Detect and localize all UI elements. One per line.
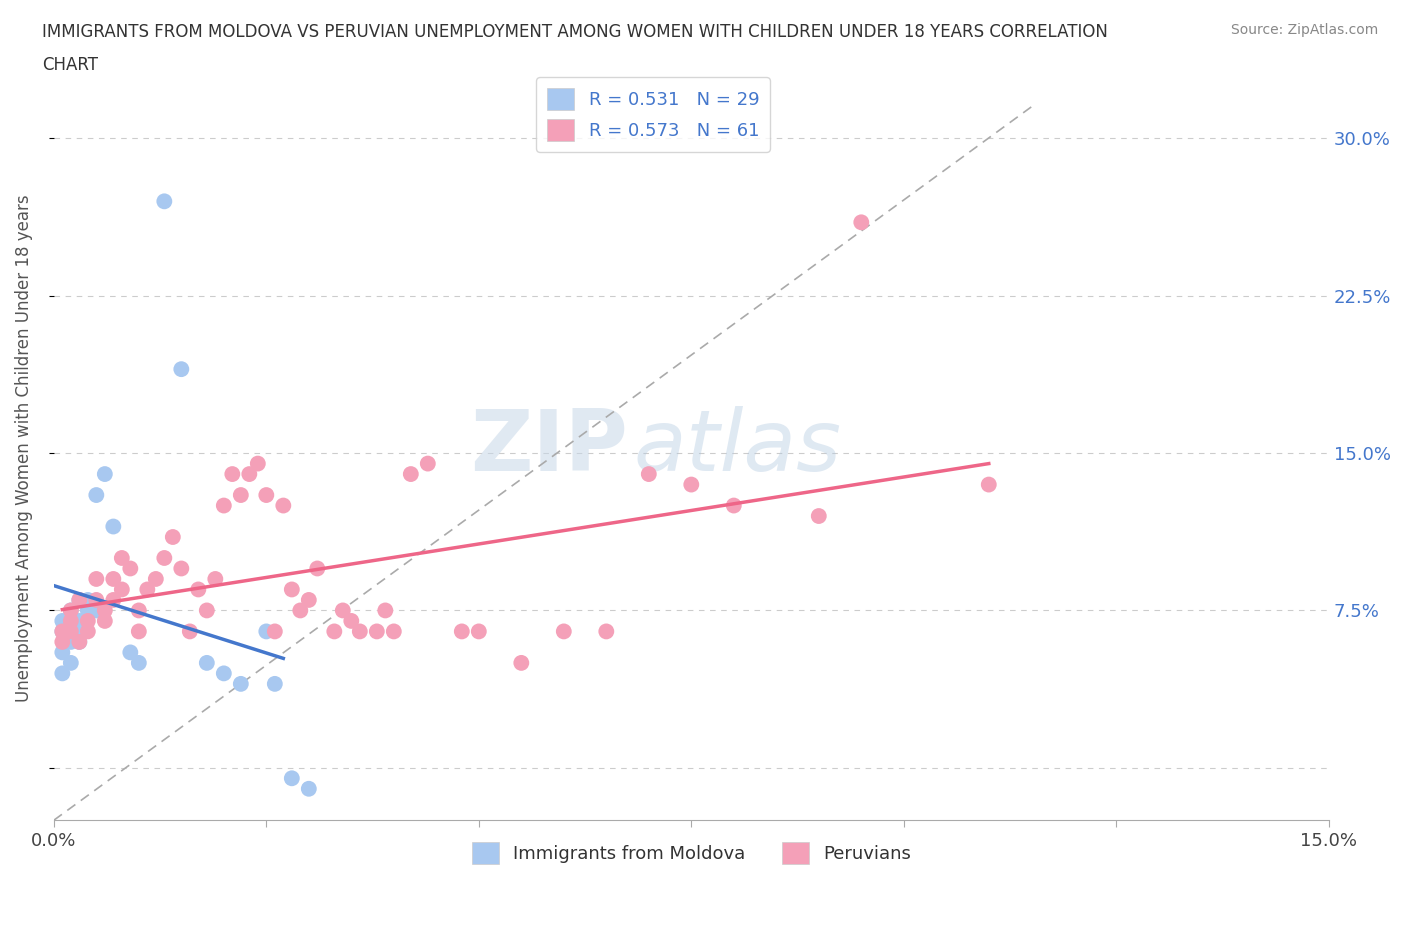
Point bbox=[51, 634, 73, 649]
Point bbox=[59, 603, 82, 618]
Point bbox=[263, 676, 285, 691]
Point bbox=[977, 477, 1000, 492]
Point bbox=[59, 634, 82, 649]
Point bbox=[86, 603, 108, 618]
Point bbox=[323, 624, 346, 639]
Point bbox=[229, 676, 252, 691]
Point bbox=[59, 624, 82, 639]
Point bbox=[510, 656, 533, 671]
Point bbox=[254, 624, 277, 639]
Point bbox=[349, 624, 371, 639]
Point bbox=[290, 603, 312, 618]
Point bbox=[273, 498, 295, 513]
Point bbox=[238, 467, 260, 482]
Point bbox=[553, 624, 575, 639]
Point bbox=[103, 572, 125, 587]
Text: atlas: atlas bbox=[634, 406, 842, 489]
Point bbox=[59, 656, 82, 671]
Point bbox=[67, 592, 90, 607]
Point bbox=[111, 582, 134, 597]
Point bbox=[128, 656, 150, 671]
Point bbox=[307, 561, 329, 576]
Point bbox=[195, 603, 218, 618]
Point bbox=[254, 487, 277, 502]
Point bbox=[399, 467, 422, 482]
Point bbox=[94, 614, 117, 629]
Point bbox=[637, 467, 659, 482]
Point bbox=[145, 572, 167, 587]
Y-axis label: Unemployment Among Women with Children Under 18 years: Unemployment Among Women with Children U… bbox=[15, 194, 32, 701]
Point bbox=[51, 614, 73, 629]
Point bbox=[120, 645, 142, 660]
Point bbox=[366, 624, 388, 639]
Point bbox=[136, 582, 159, 597]
Point bbox=[221, 467, 243, 482]
Point bbox=[263, 624, 285, 639]
Point bbox=[103, 519, 125, 534]
Point bbox=[298, 781, 321, 796]
Point bbox=[103, 592, 125, 607]
Text: IMMIGRANTS FROM MOLDOVA VS PERUVIAN UNEMPLOYMENT AMONG WOMEN WITH CHILDREN UNDER: IMMIGRANTS FROM MOLDOVA VS PERUVIAN UNEM… bbox=[42, 23, 1108, 41]
Point bbox=[281, 582, 304, 597]
Point bbox=[170, 362, 193, 377]
Point bbox=[851, 215, 873, 230]
Point bbox=[281, 771, 304, 786]
Point bbox=[195, 656, 218, 671]
Point bbox=[51, 645, 73, 660]
Point bbox=[170, 561, 193, 576]
Point bbox=[153, 551, 176, 565]
Point bbox=[59, 614, 82, 629]
Point bbox=[51, 624, 73, 639]
Point bbox=[187, 582, 209, 597]
Point bbox=[76, 592, 98, 607]
Point bbox=[67, 634, 90, 649]
Text: ZIP: ZIP bbox=[470, 406, 627, 489]
Point bbox=[51, 624, 73, 639]
Point bbox=[120, 561, 142, 576]
Point bbox=[681, 477, 703, 492]
Point bbox=[723, 498, 745, 513]
Point bbox=[51, 666, 73, 681]
Point bbox=[595, 624, 617, 639]
Point bbox=[59, 603, 82, 618]
Point bbox=[153, 193, 176, 208]
Point bbox=[76, 614, 98, 629]
Point bbox=[86, 572, 108, 587]
Point bbox=[374, 603, 396, 618]
Point bbox=[94, 603, 117, 618]
Point bbox=[246, 456, 269, 471]
Point bbox=[382, 624, 405, 639]
Point bbox=[212, 666, 235, 681]
Point bbox=[340, 614, 363, 629]
Point bbox=[416, 456, 439, 471]
Point bbox=[67, 592, 90, 607]
Text: CHART: CHART bbox=[42, 56, 98, 73]
Point bbox=[86, 487, 108, 502]
Point bbox=[67, 624, 90, 639]
Point bbox=[162, 529, 184, 544]
Point bbox=[111, 551, 134, 565]
Point bbox=[128, 624, 150, 639]
Point bbox=[76, 624, 98, 639]
Point bbox=[76, 603, 98, 618]
Point bbox=[204, 572, 226, 587]
Point bbox=[67, 634, 90, 649]
Point bbox=[179, 624, 201, 639]
Point bbox=[67, 614, 90, 629]
Legend: Immigrants from Moldova, Peruvians: Immigrants from Moldova, Peruvians bbox=[464, 834, 918, 870]
Point bbox=[229, 487, 252, 502]
Point bbox=[807, 509, 830, 524]
Point bbox=[86, 592, 108, 607]
Text: Source: ZipAtlas.com: Source: ZipAtlas.com bbox=[1230, 23, 1378, 37]
Point bbox=[450, 624, 472, 639]
Point bbox=[59, 614, 82, 629]
Point bbox=[298, 592, 321, 607]
Point bbox=[332, 603, 354, 618]
Point bbox=[212, 498, 235, 513]
Point bbox=[128, 603, 150, 618]
Point bbox=[468, 624, 491, 639]
Point bbox=[94, 467, 117, 482]
